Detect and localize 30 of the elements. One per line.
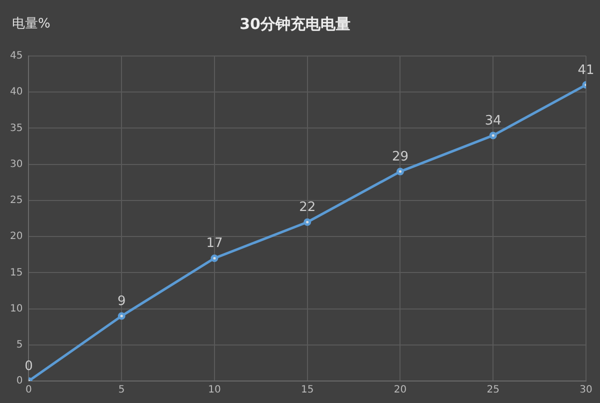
y-tick-label: 45 [10, 50, 23, 62]
y-tick-label: 0 [16, 376, 23, 387]
y-tick-label: 30 [10, 158, 23, 170]
point [118, 312, 126, 320]
point [304, 218, 312, 226]
x-tick-label: 15 [300, 384, 314, 396]
chart-title: 30分钟充电电量 [240, 14, 350, 33]
data-label: 34 [484, 113, 502, 128]
y-tick-label: 5 [16, 339, 23, 350]
y-axis-title: 电量% [12, 16, 50, 32]
x-tick-label: 30 [580, 384, 592, 396]
data-label: 17 [206, 236, 223, 252]
x-tick-label: 20 [394, 384, 407, 396]
y-tick-label: 10 [10, 303, 23, 314]
x-tick-label: 25 [486, 384, 500, 396]
y-tick-label: 35 [10, 122, 23, 134]
y-tick-label: 15 [10, 267, 23, 278]
x-tick-label: 0 [26, 384, 32, 396]
point [489, 132, 497, 140]
x-tick-label: 5 [118, 384, 125, 396]
point [210, 254, 218, 262]
data-label: 41 [578, 62, 594, 78]
data-label: 29 [392, 149, 409, 164]
y-tick-label: 40 [10, 86, 23, 98]
y-tick-label: 25 [10, 195, 23, 206]
data-label: 9 [117, 294, 126, 309]
x-tick-label: 10 [208, 384, 221, 396]
point [396, 168, 404, 176]
data-label: 22 [299, 200, 316, 215]
y-tick-label: 20 [10, 231, 23, 242]
